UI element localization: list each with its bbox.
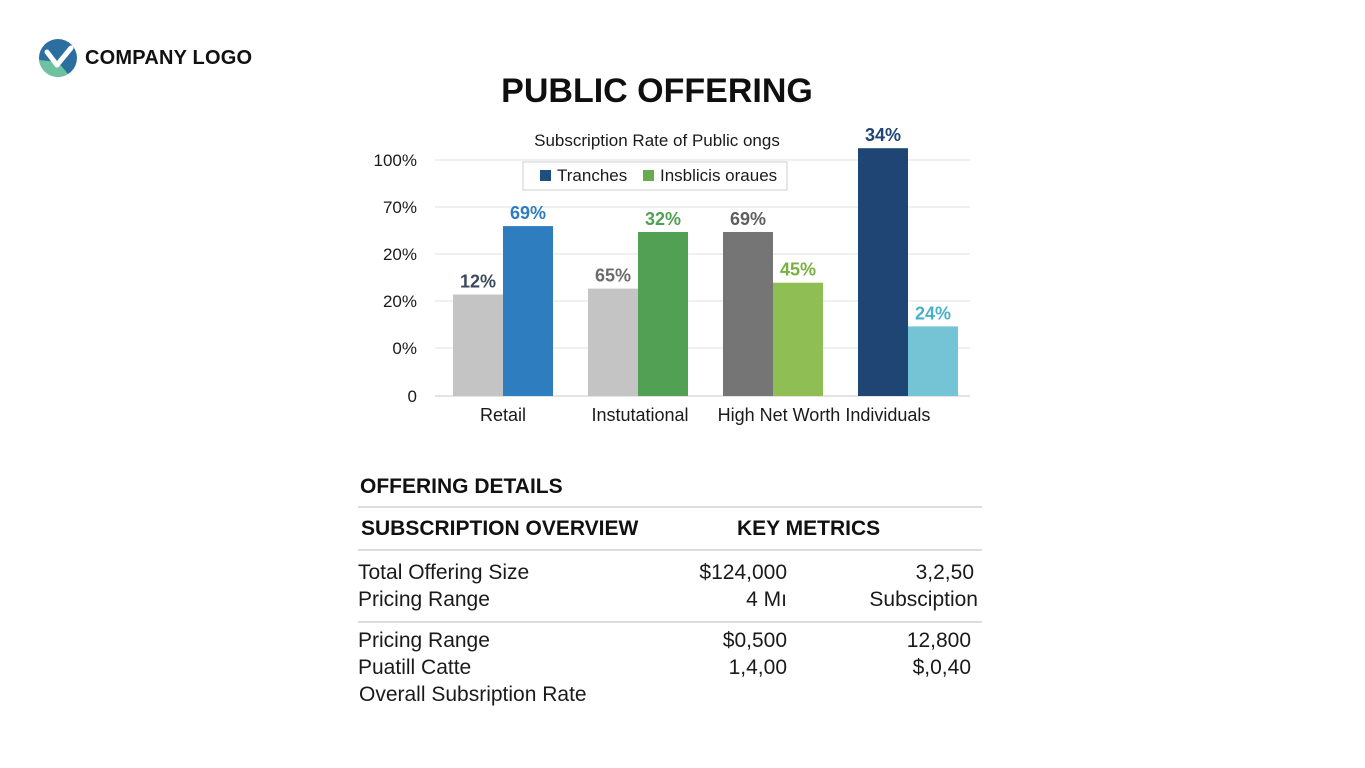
legend-label-series-2: Insblicis oraues	[660, 166, 777, 185]
divider-header	[358, 549, 982, 551]
bar	[503, 226, 553, 396]
bar	[638, 231, 688, 396]
bar-data-label: 69%	[510, 203, 546, 223]
logo-text: COMPANY LOGO	[85, 46, 253, 69]
chart-x-categories: Retail Instutational High Net Worth Indivi…	[480, 405, 930, 425]
bar-data-label: 45%	[780, 260, 816, 280]
row-value2-pricing-range-2: 12,800	[906, 629, 971, 652]
category-label: High Net Worth Individuals	[718, 405, 931, 425]
offering-details-title: OFFERING DETAILS	[360, 475, 563, 498]
legend-swatch-tranches	[540, 170, 551, 181]
bar	[453, 294, 503, 396]
company-logo[interactable]: COMPANY LOGO	[38, 38, 252, 78]
row-label-puatill-catte: Puatill Catte	[358, 656, 472, 679]
row-value1-pricing-range-2: $0,500	[722, 629, 787, 652]
legend-swatch-series-2	[643, 170, 654, 181]
bar	[773, 282, 823, 396]
bar-data-label: 32%	[645, 209, 681, 229]
bar-data-label: 69%	[730, 209, 766, 229]
row-value2-pricing-range: Subsciption	[869, 588, 978, 611]
category-label: Retail	[480, 405, 526, 425]
row-value1-pricing-range: 4 Mı	[746, 588, 787, 611]
row-value2-puatill-catte: $,0,40	[912, 656, 971, 679]
row-label-overall-subscription-rate: Overall Subsription Rate	[359, 683, 587, 706]
bar	[908, 326, 958, 396]
bar-data-label: 12%	[460, 272, 496, 292]
y-tick-label: 100%	[374, 151, 417, 170]
y-tick-label: 20%	[383, 245, 417, 264]
category-label: Instutational	[591, 405, 688, 425]
y-tick-label: 20%	[383, 292, 417, 311]
y-tick-label: 0	[408, 387, 417, 406]
row-label-total-offering-size: Total Offering Size	[358, 561, 530, 584]
key-metrics-header: KEY METRICS	[737, 517, 881, 540]
page-title: PUBLIC OFFERING	[501, 72, 813, 110]
subscription-overview-header: SUBSCRIPTION OVERVIEW	[361, 517, 639, 540]
row-value1-total-offering-size: $124,000	[699, 561, 787, 584]
row-value1-puatill-catte: 1,4,00	[728, 656, 787, 679]
bar	[723, 231, 773, 396]
row-label-pricing-range-2: Pricing Range	[358, 629, 490, 652]
chart-y-ticks: 100% 70% 20% 20% 0% 0	[374, 151, 417, 406]
bar-data-label: 65%	[595, 266, 631, 286]
bar	[858, 148, 908, 396]
chart-title: Subscription Rate of Public ongs	[534, 131, 780, 150]
y-tick-label: 70%	[383, 198, 417, 217]
bar	[588, 288, 638, 396]
bar-data-label: 34%	[865, 125, 901, 145]
divider-top	[358, 506, 982, 508]
legend-label-tranches: Tranches	[557, 166, 627, 185]
y-tick-label: 0%	[392, 339, 417, 358]
chart-data-labels: 12% 69% 65% 32% 69% 45% 34% 24%	[460, 125, 951, 323]
row-value2-total-offering-size: 3,2,50	[915, 561, 974, 584]
subscription-rate-chart: 12% 69% 65% 32% 69% 45% 34% 24% 100% 70% 20% 20% 0%…	[374, 125, 970, 425]
row-label-pricing-range: Pricing Range	[358, 588, 490, 611]
logo-icon	[39, 39, 77, 77]
divider-middle	[358, 621, 982, 623]
bar-data-label: 24%	[915, 303, 951, 323]
chart-legend: Tranches Insblicis oraues	[522, 161, 788, 191]
chart-bars	[453, 148, 958, 396]
